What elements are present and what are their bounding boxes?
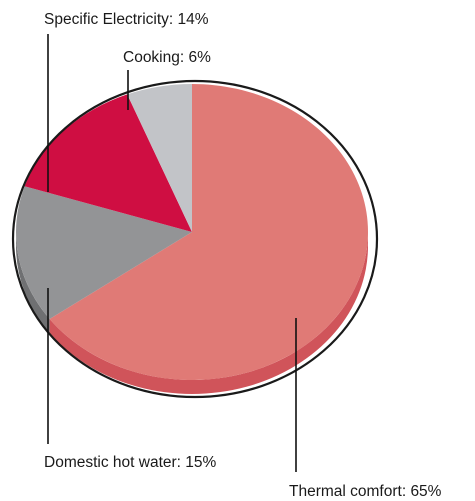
- label-thermal-comfort: Thermal comfort: 65%: [289, 483, 442, 500]
- slice-domestic-hot-water: [15, 186, 193, 319]
- pie-face: [15, 84, 368, 381]
- slice-specific-electricity: [24, 94, 192, 232]
- label-cooking: Cooking: 6%: [123, 49, 211, 66]
- slice-thermal-comfort: [49, 84, 368, 381]
- pie-depth: [16, 232, 369, 395]
- label-domestic-hot-water: Domestic hot water: 15%: [44, 454, 217, 471]
- pie-outline: [11, 79, 379, 399]
- leader-lines: [47, 34, 297, 472]
- label-specific-electricity: Specific Electricity: 14%: [44, 11, 209, 28]
- slice-depth-domestic-hot-water: [16, 232, 50, 333]
- slice-cooking: [127, 84, 192, 232]
